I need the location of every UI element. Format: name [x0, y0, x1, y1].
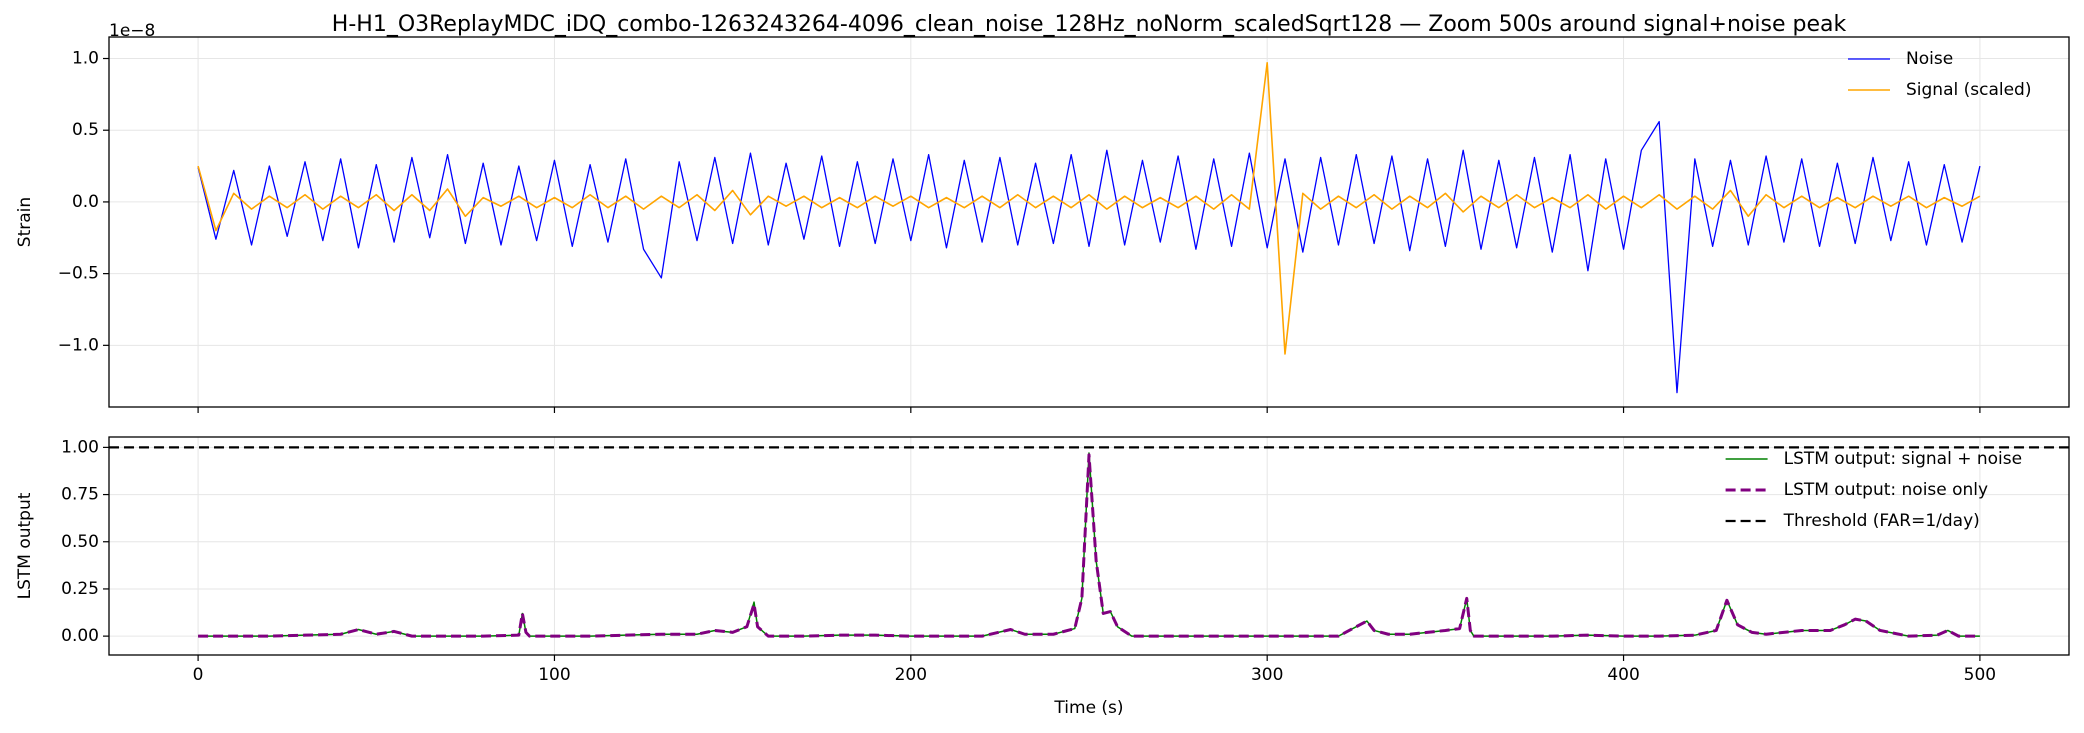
y-tick-label: 0.50 [61, 532, 99, 552]
legend-label: LSTM output: noise only [1784, 480, 1989, 500]
y-offset-label: 1e−8 [109, 21, 155, 41]
y-tick-label: 1.0 [72, 49, 99, 69]
axes-frame [108, 436, 2070, 656]
y-tick-label: 0.25 [61, 579, 99, 599]
y-tick-label: 0.0 [72, 192, 99, 212]
legend-label: LSTM output: signal + noise [1784, 449, 2022, 469]
y-axis-label: Strain [15, 197, 35, 247]
series-line [197, 120, 1981, 394]
y-tick-label: 0.00 [61, 626, 99, 646]
x-tick-label: 0 [193, 665, 204, 685]
axes-frame [108, 36, 2070, 408]
legend-label: Signal (scaled) [1906, 80, 2031, 100]
x-tick-label: 500 [1964, 665, 1996, 685]
y-tick-label: 1.00 [61, 437, 99, 457]
x-tick-label: 300 [1251, 665, 1283, 685]
series-line [198, 453, 1980, 638]
x-tick-label: 400 [1607, 665, 1639, 685]
legend-label: Noise [1906, 49, 1953, 69]
series-line [197, 62, 1981, 355]
y-tick-label: −0.5 [58, 264, 99, 284]
y-tick-label: 0.75 [61, 485, 99, 505]
plot-area [109, 446, 2069, 638]
y-tick-label: 0.5 [72, 120, 99, 140]
chart-title: H-H1_O3ReplayMDC_iDQ_combo-1263243264-40… [332, 12, 1847, 37]
x-axis-label: Time (s) [1053, 698, 1123, 718]
legend-label: Threshold (FAR=1/day) [1783, 511, 1980, 531]
x-tick-label: 100 [538, 665, 570, 685]
y-axis-label: LSTM output [15, 492, 35, 599]
x-tick-label: 200 [895, 665, 927, 685]
y-tick-label: −1.0 [58, 335, 99, 355]
plot-area [197, 62, 1981, 394]
